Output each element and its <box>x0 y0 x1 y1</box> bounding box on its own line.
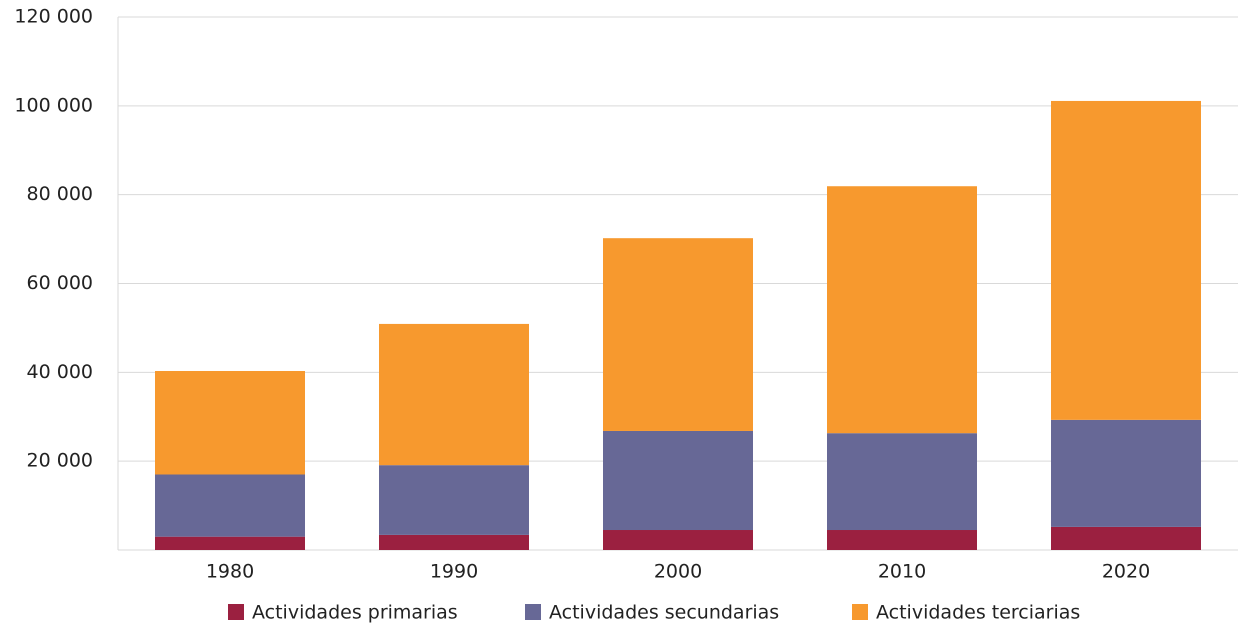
bar-segment <box>155 536 305 550</box>
legend-label: Actividades secundarias <box>549 602 779 624</box>
bar-segment <box>1051 419 1201 527</box>
y-tick-label: 120 000 <box>14 6 93 28</box>
legend-label: Actividades primarias <box>252 602 458 624</box>
bar-segment <box>155 474 305 537</box>
bar-segment <box>1051 526 1201 550</box>
bar-segment <box>379 323 529 466</box>
y-tick-label: 20 000 <box>27 450 93 472</box>
bar-segment <box>603 430 753 531</box>
x-tick-label: 1980 <box>206 561 254 583</box>
x-tick-label: 2000 <box>654 561 702 583</box>
y-tick-label: 40 000 <box>27 361 93 383</box>
bar-segment <box>155 371 305 475</box>
bar-segment <box>379 534 529 550</box>
legend-swatch <box>228 604 244 620</box>
legend-swatch <box>852 604 868 620</box>
y-tick-label: 60 000 <box>27 272 93 294</box>
x-tick-label: 2020 <box>1102 561 1150 583</box>
y-tick-label: 100 000 <box>14 94 93 116</box>
legend-swatch <box>525 604 541 620</box>
x-tick-label: 2010 <box>878 561 926 583</box>
bar-segment <box>379 465 529 535</box>
bar-segment <box>603 530 753 550</box>
legend-label: Actividades terciarias <box>876 602 1080 624</box>
bar-segment <box>603 238 753 431</box>
bar-segment <box>827 530 977 550</box>
x-tick-label: 1990 <box>430 561 478 583</box>
bar-segment <box>827 433 977 531</box>
bar-segment <box>1051 100 1201 420</box>
bar-segment <box>827 186 977 434</box>
y-tick-label: 80 000 <box>27 183 93 205</box>
